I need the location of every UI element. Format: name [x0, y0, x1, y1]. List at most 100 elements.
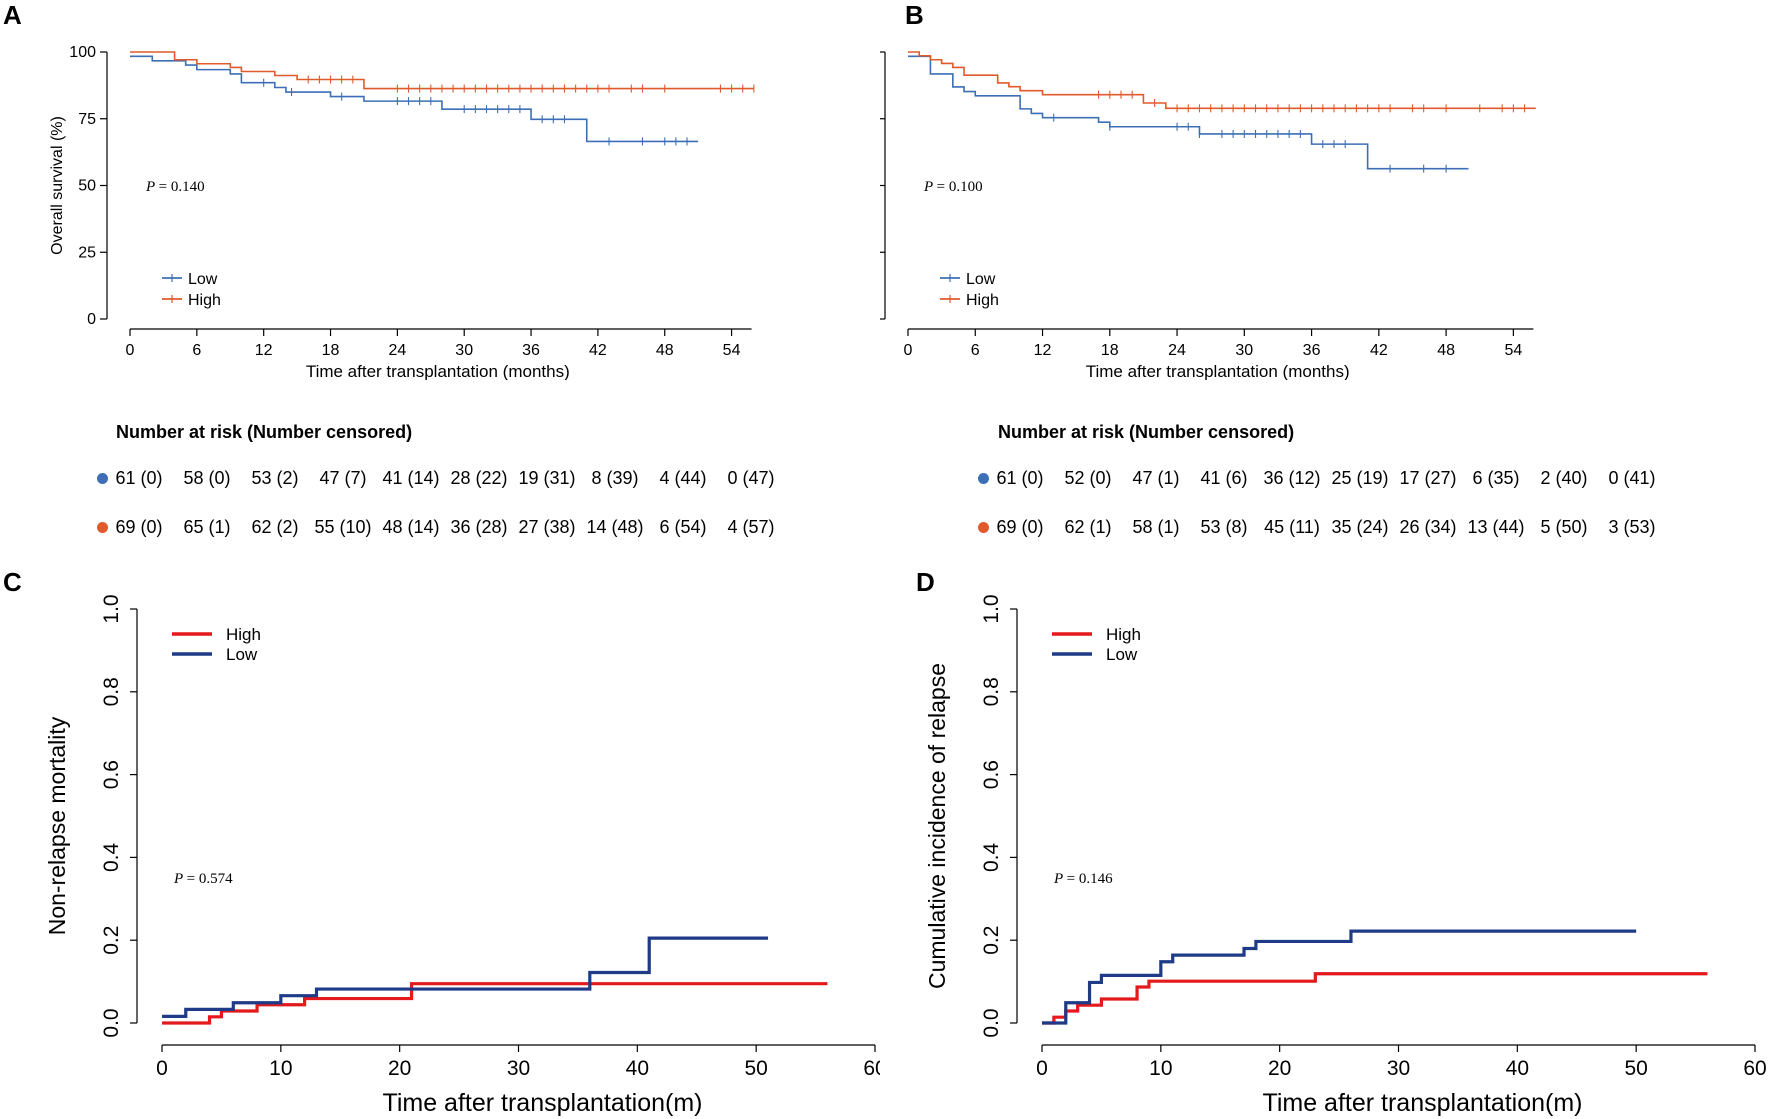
panel-letter-c: C — [3, 567, 22, 597]
risk-table-b-title: Number at risk (Number censored) — [998, 422, 1295, 442]
p-value: P = 0.146 — [1053, 871, 1113, 887]
chart-c-non-relapse-mortality: 0.0 0.2 0.4 0.6 0.8 1.0 0 10 20 30 40 50 60 Time afte… — [44, 594, 880, 1117]
series-line-low — [1042, 929, 1637, 1025]
x-tick-label: 50 — [744, 1057, 767, 1080]
p-value-number: = 0.574 — [187, 871, 233, 887]
legend-label-low: Low — [1106, 645, 1138, 664]
x-tick-label: 54 — [723, 342, 741, 359]
risk-cell-high: 6 (54) — [659, 517, 707, 537]
risk-cell-low: 17 (27) — [1399, 468, 1457, 488]
y-tick-label: 50 — [78, 178, 96, 195]
y-tick-label: 100 — [69, 44, 96, 61]
x-tick-label: 10 — [1149, 1057, 1172, 1080]
panel-letter-a: A — [3, 0, 22, 30]
p-value: P = 0.140 — [145, 179, 205, 195]
risk-cell-low: 8 (39) — [591, 468, 639, 488]
x-tick-label: 12 — [255, 342, 273, 359]
series-line-high — [908, 51, 1536, 110]
risk-cell-low: 53 (2) — [251, 468, 299, 488]
series-line-low — [908, 55, 1469, 170]
risk-cell-high: 45 (11) — [1264, 517, 1320, 537]
x-tick-label: 42 — [589, 342, 607, 359]
p-value-label: P — [923, 179, 937, 195]
y-tick-label: 0.4 — [980, 842, 1003, 872]
x-tick-label: 20 — [1268, 1057, 1291, 1080]
x-tick-label: 30 — [1235, 342, 1253, 359]
x-tick-label: 24 — [388, 342, 406, 359]
x-tick-label: 42 — [1370, 342, 1388, 359]
y-tick-label: 0.0 — [980, 1008, 1003, 1037]
y-tick-label: 0.6 — [980, 760, 1003, 789]
risk-cell-high: 14 (48) — [586, 517, 644, 537]
risk-cell-low: 58 (0) — [183, 468, 231, 488]
p-value-number: = 0.146 — [1067, 871, 1113, 887]
legend-label-high: High — [1106, 625, 1141, 644]
x-tick-label: 40 — [1506, 1057, 1529, 1080]
x-tick-label: 60 — [1743, 1057, 1766, 1080]
x-tick-label: 0 — [1036, 1057, 1048, 1080]
y-tick-label: 25 — [78, 244, 96, 261]
risk-cell-low: 41 (6) — [1200, 468, 1248, 488]
x-tick-label: 0 — [904, 342, 913, 359]
p-value: P = 0.100 — [923, 179, 983, 195]
x-tick-label: 18 — [1101, 342, 1119, 359]
x-tick-label: 54 — [1504, 342, 1522, 359]
p-value-label: P — [1053, 871, 1067, 887]
legend-label-high: High — [188, 292, 221, 309]
y-tick-label: 0.8 — [980, 677, 1003, 706]
risk-dot-low — [978, 473, 989, 484]
risk-cell-low: 19 (31) — [518, 468, 576, 488]
x-tick-label: 36 — [522, 342, 540, 359]
risk-cell-low: 47 (7) — [319, 468, 367, 488]
x-tick-label: 10 — [269, 1057, 292, 1080]
risk-cell-high: 55 (10) — [314, 517, 372, 537]
series-line-high — [1042, 972, 1708, 1025]
risk-table-a-title: Number at risk (Number censored) — [116, 422, 413, 442]
x-tick-label: 60 — [863, 1057, 880, 1080]
risk-cell-low: 2 (40) — [1540, 468, 1588, 488]
legend-label-low: Low — [188, 271, 218, 288]
x-axis-label: Time after transplantation(m) — [382, 1089, 702, 1117]
risk-cell-low: 47 (1) — [1132, 468, 1180, 488]
y-tick-label: 0.8 — [100, 677, 123, 706]
risk-dot-high — [978, 522, 989, 533]
y-axis-label: Overall survival (%) — [49, 116, 66, 255]
x-tick-label: 18 — [322, 342, 340, 359]
risk-cell-low: 0 (47) — [727, 468, 775, 488]
y-tick-label: 1.0 — [980, 594, 1003, 623]
risk-cell-high: 53 (8) — [1200, 517, 1248, 537]
risk-cell-low: 61 (0) — [996, 468, 1044, 488]
x-tick-label: 48 — [656, 342, 674, 359]
x-axis-label: Time after transplantation (months) — [1086, 362, 1350, 380]
chart-a-overall-survival: 0 25 50 75 100 0 6 12 18 24 30 36 42 48 54 Time after t… — [49, 44, 755, 380]
risk-cell-low: 25 (19) — [1331, 468, 1389, 488]
x-axis-label: Time after transplantation (months) — [306, 362, 570, 380]
y-tick-label: 75 — [78, 111, 96, 128]
y-axis-label: Cumulative incidence of relapse — [924, 663, 950, 989]
y-tick-label: 0 — [87, 311, 96, 328]
risk-cell-low: 52 (0) — [1064, 468, 1112, 488]
x-tick-label: 36 — [1303, 342, 1321, 359]
risk-cell-low: 4 (44) — [659, 468, 707, 488]
risk-cell-high: 26 (34) — [1399, 517, 1457, 537]
risk-dot-low — [97, 473, 108, 484]
x-tick-label: 24 — [1168, 342, 1186, 359]
risk-cell-high: 69 (0) — [996, 517, 1044, 537]
p-value-label: P — [173, 871, 187, 887]
p-value-number: = 0.100 — [937, 179, 983, 195]
risk-cell-high: 5 (50) — [1540, 517, 1588, 537]
y-tick-label: 0.2 — [980, 926, 1003, 955]
risk-cell-high: 13 (44) — [1467, 517, 1525, 537]
panel-letter-b: B — [905, 0, 924, 30]
x-tick-label: 40 — [626, 1057, 649, 1080]
legend-label-high: High — [226, 625, 261, 644]
series-line-low — [162, 936, 769, 1018]
x-tick-label: 20 — [388, 1057, 411, 1080]
legend-label-low: Low — [226, 645, 258, 664]
y-tick-label: 0.6 — [100, 760, 123, 789]
x-tick-label: 12 — [1034, 342, 1052, 359]
x-tick-label: 30 — [1387, 1057, 1410, 1080]
x-axis-label: Time after transplantation(m) — [1262, 1089, 1582, 1117]
x-tick-label: 50 — [1624, 1057, 1647, 1080]
risk-cell-high: 27 (38) — [518, 517, 576, 537]
